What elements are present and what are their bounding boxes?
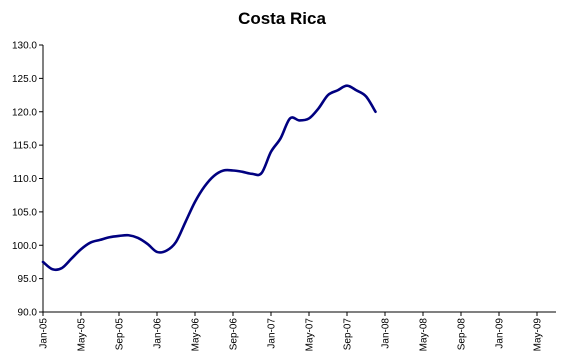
y-tick-label: 105.0 bbox=[12, 207, 37, 218]
y-tick-label: 90.0 bbox=[18, 308, 38, 319]
y-tick-label: 125.0 bbox=[12, 74, 37, 85]
series-line-0 bbox=[41, 84, 377, 272]
y-axis: 90.0 95.0 100.0 105.0 110.0 115.0 120.0 125.0 13… bbox=[12, 41, 44, 319]
y-tick-label: 120.0 bbox=[12, 107, 37, 118]
y-tick-label: 95.0 bbox=[18, 274, 38, 285]
y-tick-label: 130.0 bbox=[12, 41, 37, 52]
y-tick-label: 115.0 bbox=[13, 141, 38, 152]
x-tick-label: Jan-05 bbox=[39, 318, 50, 349]
x-tick-label: May-08 bbox=[419, 318, 430, 352]
x-tick-label: May-07 bbox=[305, 318, 316, 352]
chart-title: Costa Rica bbox=[238, 9, 326, 28]
x-tick-label: Jan-07 bbox=[267, 318, 278, 349]
x-tick-label: Sep-06 bbox=[229, 318, 240, 351]
y-tick-label: 110.0 bbox=[13, 174, 38, 185]
x-tick-label: Sep-05 bbox=[115, 318, 126, 351]
x-tick-label: May-05 bbox=[77, 318, 88, 352]
x-tick-label: Jan-08 bbox=[381, 318, 392, 349]
x-tick-label: Jan-09 bbox=[495, 318, 506, 349]
x-tick-label: Sep-07 bbox=[343, 318, 354, 351]
y-tick-label: 100.0 bbox=[12, 241, 37, 252]
x-axis: Jan-05 May-05 Sep-05 Jan-06 May-06 Sep-06 Jan-… bbox=[39, 311, 556, 352]
x-tick-label: May-09 bbox=[533, 318, 544, 352]
plot-area bbox=[41, 84, 377, 272]
x-tick-label: May-06 bbox=[191, 318, 202, 352]
x-tick-label: Sep-08 bbox=[457, 318, 468, 351]
x-tick-label: Jan-06 bbox=[153, 318, 164, 349]
